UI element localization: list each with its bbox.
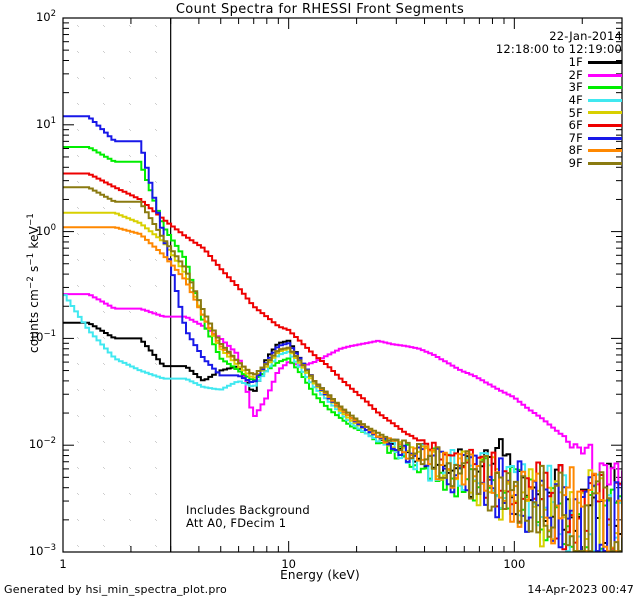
x-tick-label: 1 (59, 557, 67, 571)
footer-generator: Generated by hsi_min_spectra_plot.pro (4, 583, 227, 596)
legend-item-6F: 6F (446, 119, 622, 132)
y-axis-title: counts cm−2 s−1 keV−1 (26, 212, 41, 354)
legend-item-1F: 1F (446, 56, 622, 69)
legend-label: 1F (568, 55, 583, 70)
chart-hatched-region (63, 18, 172, 552)
legend-item-4F: 4F (446, 94, 622, 107)
legend-color-swatch (588, 98, 622, 102)
legend-color-swatch (588, 73, 622, 77)
chart-series-layer (63, 115, 622, 552)
legend-item-8F: 8F (446, 144, 622, 157)
annotation-line-2: Att A0, FDecim 1 (186, 515, 287, 530)
legend-label: 9F (568, 155, 583, 170)
footer-timestamp: 14-Apr-2023 00:47 (527, 583, 634, 596)
legend-label: 4F (568, 92, 583, 107)
chart-frame (62, 17, 623, 553)
legend-item-3F: 3F (446, 81, 622, 94)
legend-color-swatch (588, 60, 622, 64)
y-tick-label: 102 (35, 9, 56, 24)
legend-color-swatch (588, 149, 622, 153)
legend-item-7F: 7F (446, 132, 622, 145)
legend-label: 5F (568, 105, 583, 120)
y-tick-label: 10−2 (28, 436, 56, 452)
y-tick-label: 100 (35, 222, 56, 238)
legend-date: 22-Jan-2014 (549, 29, 622, 43)
series-7F (63, 115, 622, 552)
x-axis-title: Energy (keV) (280, 568, 360, 582)
legend-color-swatch (588, 86, 622, 90)
legend-color-swatch (588, 123, 622, 127)
series-9F (63, 186, 622, 552)
legend-color-swatch (588, 161, 622, 165)
y-tick-label: 101 (35, 115, 56, 131)
chart-legend: 22-Jan-2014 12:18:00 to 12:19:00 1F 2F 3F 4… (446, 30, 622, 170)
legend-item-2F: 2F (446, 69, 622, 82)
series-2F (63, 293, 622, 486)
legend-item-5F: 5F (446, 105, 622, 120)
legend-color-swatch (588, 111, 622, 115)
y-tick-label: 10−1 (28, 329, 56, 345)
x-tick-label: 10 (281, 557, 296, 571)
legend-label: 2F (568, 67, 583, 82)
legend-time-range: 12:18:00 to 12:19:00 (495, 41, 622, 56)
legend-label: 6F (568, 118, 583, 133)
legend-label: 7F (568, 130, 583, 145)
x-tick-label: 100 (503, 557, 526, 571)
y-tick-label: 10−3 (28, 543, 56, 558)
annotation-line-1: Includes Background (186, 503, 310, 517)
chart-annotation: Includes Background Att A0, FDecim 1 (186, 504, 310, 529)
legend-label: 3F (568, 80, 583, 95)
legend-item-9F: 9F (446, 157, 622, 170)
legend-color-swatch (588, 136, 622, 140)
page-title: Count Spectra for RHESSI Front Segments (175, 2, 465, 17)
legend-label: 8F (568, 143, 583, 158)
